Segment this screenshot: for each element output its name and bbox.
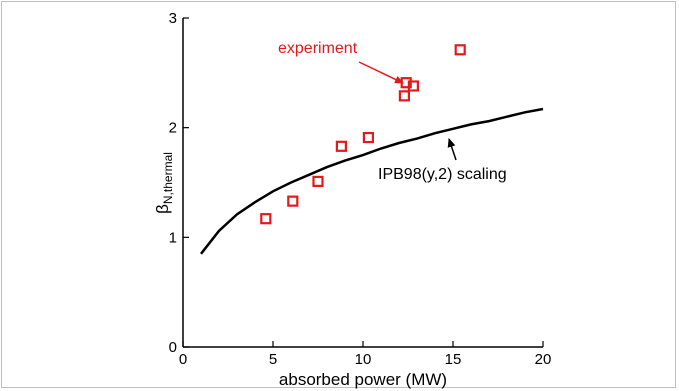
experiment-point xyxy=(454,44,466,56)
y-tick-label: 1 xyxy=(169,229,177,246)
x-tick-label: 5 xyxy=(269,351,277,368)
experiment-series xyxy=(260,44,466,225)
scaling-series xyxy=(200,107,544,255)
x-axis-label: absorbed power (MW) xyxy=(279,370,447,389)
y-tick-label: 0 xyxy=(169,339,177,356)
x-tick-label: 20 xyxy=(535,351,552,368)
experiment-point xyxy=(260,213,272,225)
experiment-point xyxy=(312,175,324,188)
experiment-point xyxy=(407,80,419,92)
experiment-annotation: experiment xyxy=(278,40,358,57)
scaling-annotation: IPB98(y,2) scaling xyxy=(378,166,507,183)
experiment-point xyxy=(398,90,410,102)
x-tick-label: 15 xyxy=(445,351,462,368)
experiment-point xyxy=(287,195,299,207)
scaling-arrow xyxy=(447,138,457,161)
y-tick-label: 3 xyxy=(169,10,177,27)
y-tick-label: 2 xyxy=(169,120,177,137)
ticks: 0 5 10 15 20 0 1 2 3 xyxy=(169,10,552,368)
y-axis-label-main: β xyxy=(153,204,172,214)
x-tick-label: 0 xyxy=(179,351,187,368)
experiment-arrow xyxy=(358,61,404,84)
y-axis-label: βN,thermal xyxy=(153,152,175,214)
experiment-point xyxy=(335,140,347,152)
scaling-line xyxy=(200,107,544,255)
x-tick-label: 10 xyxy=(355,351,372,368)
experiment-point xyxy=(362,131,374,144)
y-axis-label-sub: N,thermal xyxy=(161,152,175,204)
